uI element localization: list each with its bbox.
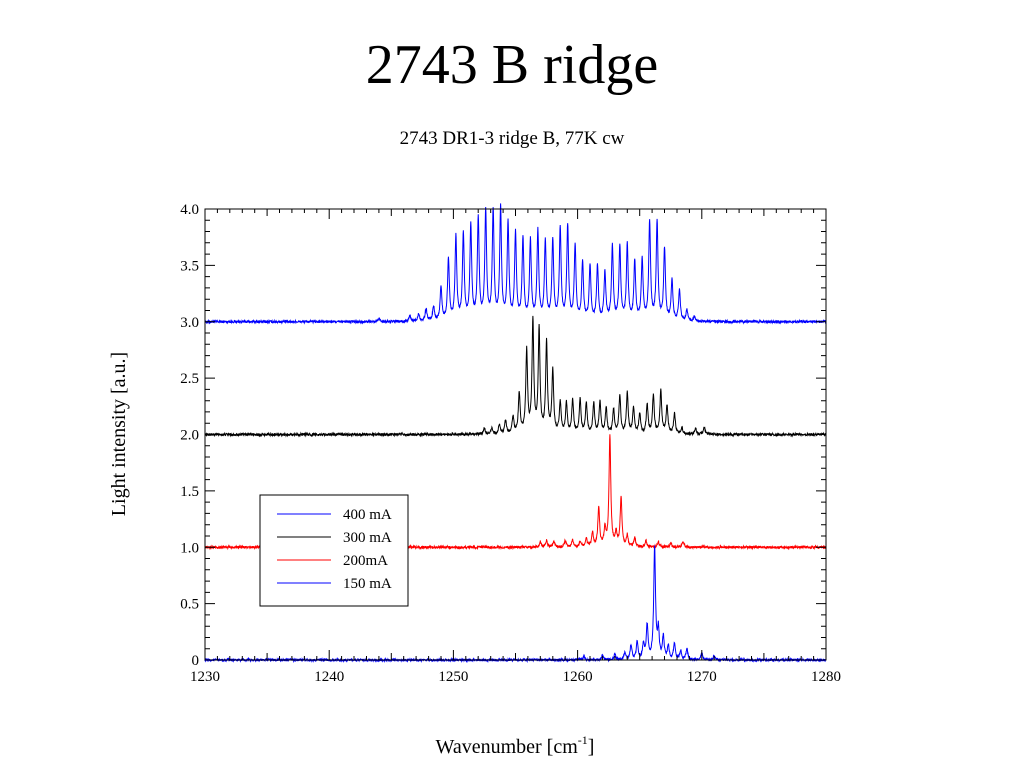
legend-label: 400 mA — [343, 507, 392, 523]
y-tick-label: 3.5 — [180, 258, 199, 274]
y-tick-labels: 0 0.5 1.0 1.5 2.0 2.5 3.0 3.5 4.0 — [180, 202, 199, 669]
x-axis-label-sup: -1 — [578, 733, 588, 747]
x-tick-label: 1230 — [190, 669, 220, 685]
chart-subtitle: 2743 DR1-3 ridge B, 77K cw — [399, 128, 625, 149]
series-line-0 — [204, 203, 827, 325]
y-tick-label: 2.0 — [180, 428, 199, 444]
y-tick-label: 1.0 — [180, 540, 199, 556]
y-tick-label: 0.5 — [180, 597, 199, 613]
x-tick-label: 1280 — [811, 669, 841, 685]
x-tick-label: 1270 — [687, 669, 717, 685]
x-axis-label-text: Wavenumber [cm — [436, 736, 579, 758]
legend-label: 150 mA — [343, 576, 392, 592]
y-tick-label: 0 — [192, 653, 200, 669]
legend-label: 300 mA — [343, 530, 392, 546]
y-axis-label: Light intensity [a.u.] — [108, 352, 130, 516]
x-axis-label: Wavenumber [cm-1] — [436, 733, 595, 758]
legend: 400 mA 300 mA 200mA 150 mA — [259, 494, 409, 607]
y-tick-label: 3.0 — [180, 315, 199, 331]
ticks-layer — [204, 208, 827, 661]
legend-label: 200mA — [343, 553, 388, 569]
axis-ticks — [204, 208, 827, 661]
chart-title: 2743 B ridge — [365, 34, 659, 96]
x-axis-label-tail: ] — [588, 736, 595, 758]
legend-entries: 400 mA 300 mA 200mA 150 mA — [277, 507, 392, 592]
y-tick-label: 1.5 — [180, 484, 199, 500]
series-line-1 — [204, 315, 827, 438]
x-tick-label: 1240 — [314, 669, 344, 685]
y-tick-label: 4.0 — [180, 202, 199, 218]
x-tick-label: 1250 — [438, 669, 468, 685]
x-tick-label: 1260 — [563, 669, 593, 685]
x-tick-labels: 1230 1240 1250 1260 1270 1280 — [190, 669, 841, 685]
y-tick-label: 2.5 — [180, 371, 199, 387]
